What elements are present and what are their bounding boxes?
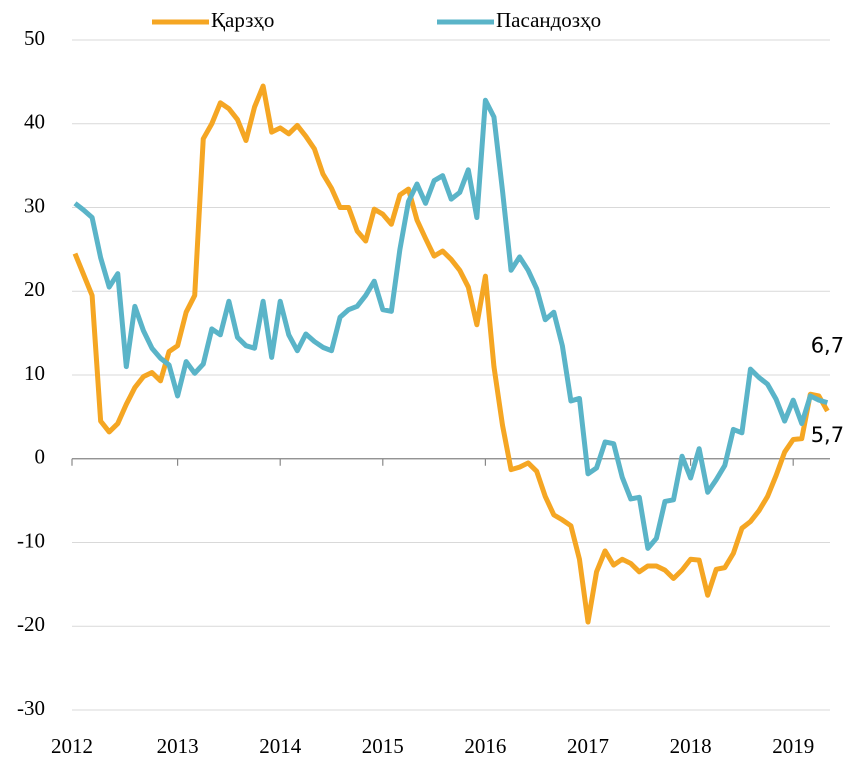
y-tick-label: 20 — [24, 277, 45, 301]
y-tick-label: 40 — [24, 110, 45, 134]
x-tick-label: 2013 — [157, 734, 199, 758]
y-tick-label: 30 — [24, 193, 45, 217]
x-tick-label: 2017 — [567, 734, 609, 758]
y-tick-label: 10 — [24, 361, 45, 385]
y-tick-label: -10 — [17, 528, 45, 552]
legend-label: Қарзҳо — [211, 8, 274, 32]
series-line — [73, 97, 829, 551]
x-tick-label: 2015 — [362, 734, 404, 758]
y-tick-label: 50 — [24, 26, 45, 50]
series-line — [72, 83, 830, 625]
x-tick-label: 2016 — [464, 734, 506, 758]
x-tick-label: 2014 — [259, 734, 302, 758]
x-tick-label: 2012 — [51, 734, 93, 758]
y-tick-label: -20 — [17, 612, 45, 636]
data-label: 5,7 — [811, 423, 844, 447]
x-tick-label: 2018 — [670, 734, 712, 758]
y-tick-label: 0 — [35, 445, 46, 469]
x-tick-label: 2019 — [772, 734, 814, 758]
data-label: 6,7 — [811, 334, 844, 358]
legend-label: Пасандозҳо — [496, 8, 601, 32]
y-tick-label: -30 — [17, 696, 45, 720]
